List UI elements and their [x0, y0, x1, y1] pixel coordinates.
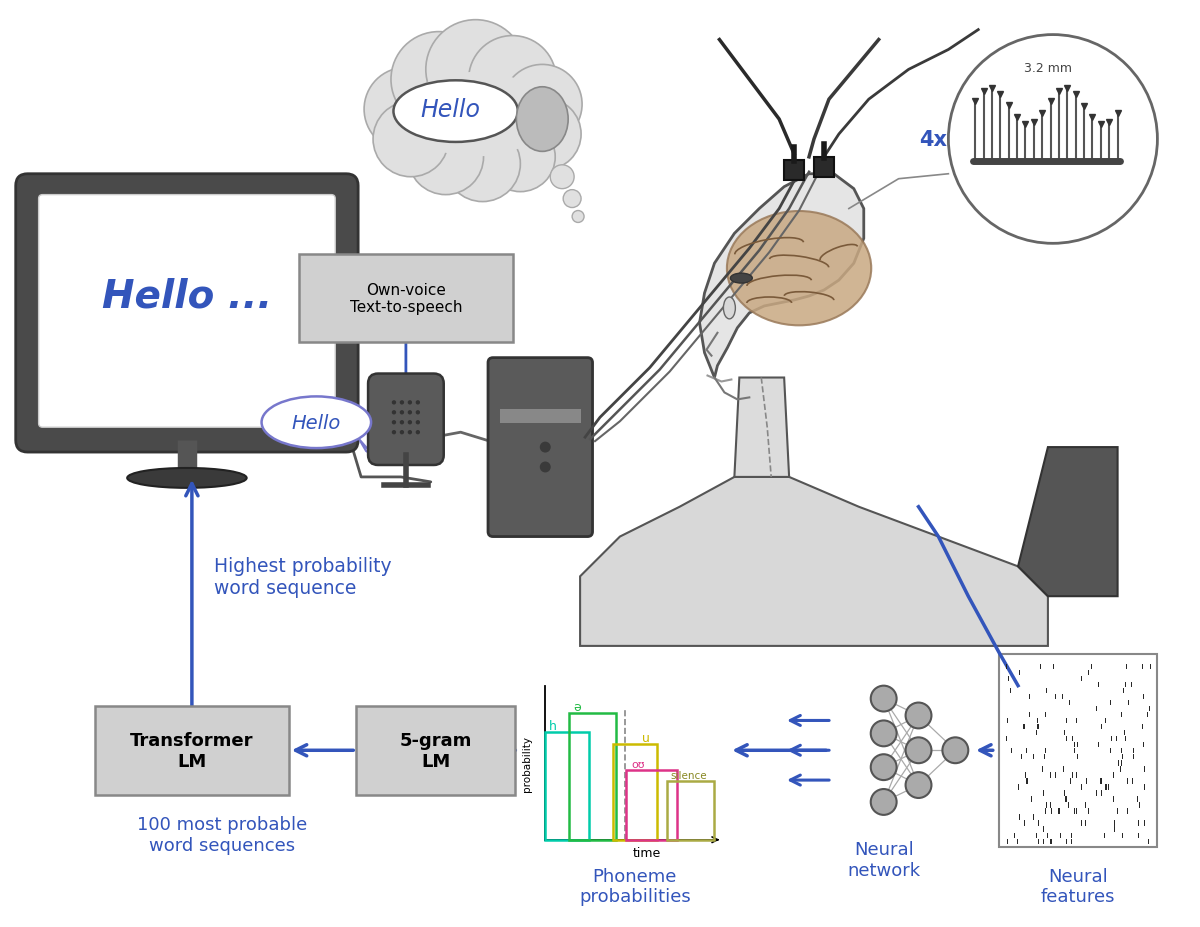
Circle shape	[906, 703, 931, 729]
Ellipse shape	[727, 211, 871, 326]
FancyBboxPatch shape	[356, 705, 515, 795]
Ellipse shape	[127, 468, 247, 489]
Ellipse shape	[516, 88, 568, 152]
Text: ə: ə	[572, 701, 581, 714]
Text: Hello: Hello	[421, 98, 481, 122]
Text: oʊ: oʊ	[631, 759, 646, 769]
Circle shape	[503, 65, 582, 145]
Text: silence: silence	[670, 770, 707, 781]
Circle shape	[391, 411, 396, 415]
Text: time: time	[632, 846, 661, 859]
Circle shape	[400, 430, 404, 435]
Text: Hello: Hello	[292, 413, 341, 432]
Polygon shape	[580, 477, 1048, 646]
Circle shape	[391, 430, 396, 435]
Ellipse shape	[394, 82, 518, 143]
Bar	[545, 732, 589, 840]
FancyBboxPatch shape	[38, 196, 335, 427]
Circle shape	[408, 430, 412, 435]
Circle shape	[948, 35, 1158, 244]
FancyBboxPatch shape	[299, 255, 512, 342]
Text: Highest probability
word sequence: Highest probability word sequence	[214, 556, 391, 597]
Polygon shape	[734, 378, 790, 477]
Circle shape	[551, 166, 574, 189]
Text: Phoneme
probabilities: Phoneme probabilities	[578, 867, 691, 906]
Text: probability: probability	[522, 735, 533, 791]
Polygon shape	[700, 174, 864, 378]
Text: Neural
features: Neural features	[1040, 867, 1115, 906]
Circle shape	[871, 755, 896, 781]
Circle shape	[415, 411, 420, 415]
Text: 5-gram
LM: 5-gram LM	[400, 731, 472, 769]
Circle shape	[400, 400, 404, 405]
Ellipse shape	[262, 397, 371, 449]
FancyBboxPatch shape	[16, 174, 358, 452]
Circle shape	[510, 99, 581, 171]
Bar	[626, 770, 677, 840]
Circle shape	[540, 462, 551, 473]
Circle shape	[408, 411, 412, 415]
Circle shape	[426, 20, 526, 120]
Text: Neural
network: Neural network	[847, 840, 920, 879]
FancyBboxPatch shape	[500, 410, 581, 424]
Text: 3.2 mm: 3.2 mm	[1024, 62, 1072, 75]
Circle shape	[408, 421, 412, 425]
Polygon shape	[1018, 448, 1117, 597]
FancyBboxPatch shape	[784, 160, 804, 181]
Circle shape	[486, 123, 556, 193]
Circle shape	[871, 720, 896, 746]
Text: u: u	[642, 731, 650, 744]
Circle shape	[906, 738, 931, 763]
Circle shape	[408, 400, 412, 405]
Text: Transformer
LM: Transformer LM	[130, 731, 253, 769]
Circle shape	[942, 738, 968, 763]
FancyBboxPatch shape	[95, 705, 289, 795]
Circle shape	[400, 411, 404, 415]
Circle shape	[415, 430, 420, 435]
Text: Hello ...: Hello ...	[102, 277, 272, 314]
Polygon shape	[359, 439, 373, 455]
Circle shape	[400, 421, 404, 425]
Text: h: h	[550, 719, 557, 732]
Circle shape	[540, 442, 551, 453]
Bar	[667, 781, 714, 840]
Circle shape	[408, 120, 484, 196]
Circle shape	[364, 69, 448, 152]
FancyBboxPatch shape	[488, 358, 593, 537]
Text: 100 most probable
word sequences: 100 most probable word sequences	[137, 815, 307, 854]
FancyBboxPatch shape	[814, 158, 834, 178]
Circle shape	[572, 211, 584, 223]
Circle shape	[906, 772, 931, 798]
Bar	[613, 744, 656, 840]
Circle shape	[871, 789, 896, 815]
FancyBboxPatch shape	[368, 375, 444, 465]
Circle shape	[445, 127, 521, 202]
Text: 4x: 4x	[919, 130, 948, 150]
Circle shape	[415, 421, 420, 425]
Ellipse shape	[731, 273, 752, 284]
Bar	[569, 714, 617, 840]
Circle shape	[469, 36, 557, 124]
Circle shape	[391, 32, 486, 128]
Circle shape	[391, 421, 396, 425]
Circle shape	[391, 400, 396, 405]
Circle shape	[871, 686, 896, 712]
Text: Own-voice
Text-to-speech: Own-voice Text-to-speech	[349, 283, 462, 315]
Circle shape	[415, 400, 420, 405]
Circle shape	[373, 102, 449, 178]
Ellipse shape	[724, 298, 736, 320]
FancyBboxPatch shape	[998, 654, 1157, 846]
Circle shape	[563, 190, 581, 209]
Ellipse shape	[401, 73, 551, 158]
